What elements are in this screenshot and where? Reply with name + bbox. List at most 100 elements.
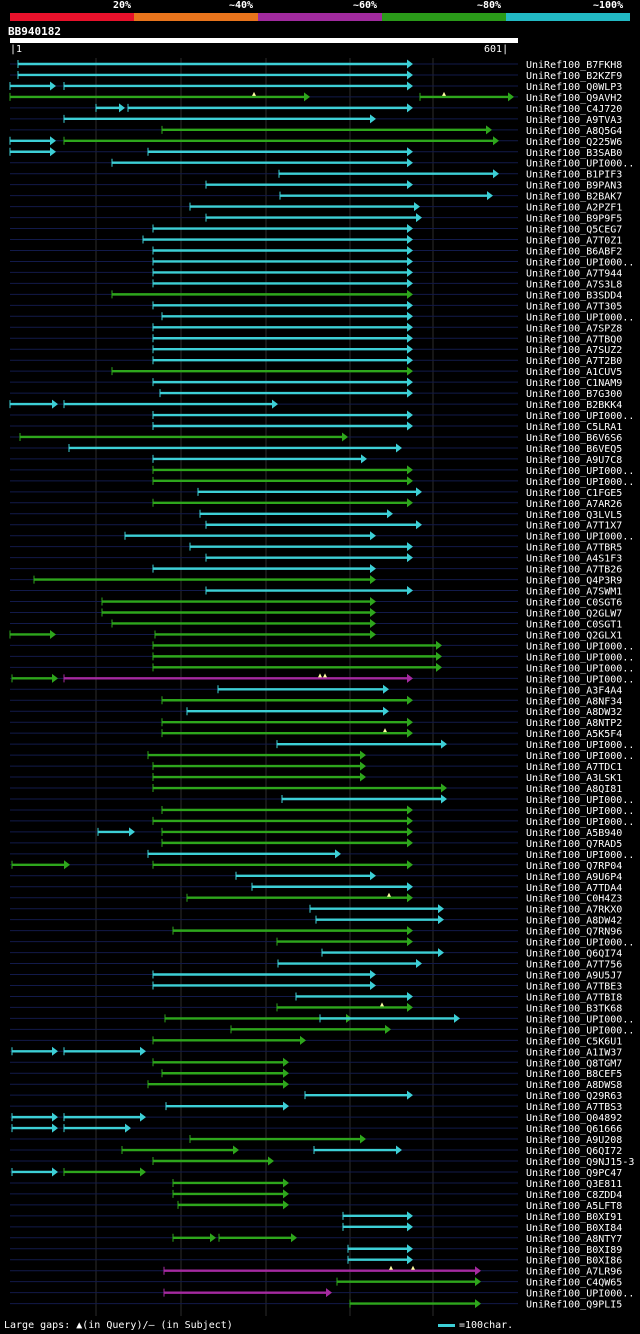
hit-row[interactable]: UniRef100_C0SGT1 xyxy=(10,618,622,631)
hit-row[interactable]: UniRef100_Q7RAD5 xyxy=(10,838,622,850)
hit-name[interactable]: UniRef100_A8NTY7 xyxy=(526,1234,622,1245)
hit-row[interactable]: UniRef100_A8NTP2 xyxy=(10,717,622,730)
hit-row[interactable]: UniRef100_A8DWS8 xyxy=(10,1079,622,1092)
hit-name[interactable]: UniRef100_A8DW32 xyxy=(526,707,622,718)
hit-name[interactable]: UniRef100_B1PIF3 xyxy=(526,170,622,181)
hit-name[interactable]: UniRef100_A7T756 xyxy=(526,960,622,971)
hit-name[interactable]: UniRef100_C5K6U1 xyxy=(526,1036,622,1047)
hit-name[interactable]: UniRef100_UPI000.. xyxy=(526,806,634,817)
hit-row[interactable]: UniRef100_C1NAM9 xyxy=(10,377,622,390)
hit-name[interactable]: UniRef100_B0XI86 xyxy=(526,1256,622,1267)
hit-name[interactable]: UniRef100_A8DW42 xyxy=(526,916,622,927)
hit-row[interactable]: UniRef100_A8DW32 xyxy=(10,706,622,719)
hit-name[interactable]: UniRef100_A9U7C8 xyxy=(526,455,622,466)
hit-name[interactable]: UniRef100_A3LSK1 xyxy=(526,773,622,784)
hit-name[interactable]: UniRef100_A7TB26 xyxy=(526,565,622,576)
hit-name[interactable]: UniRef100_B0XI89 xyxy=(526,1245,622,1256)
hit-name[interactable]: UniRef100_Q3LVL5 xyxy=(526,510,622,521)
hit-name[interactable]: UniRef100_UPI000.. xyxy=(526,641,634,652)
hit-row[interactable]: UniRef100_B6ABF2 xyxy=(10,245,622,257)
hit-row[interactable]: UniRef100_B6VEQ5 xyxy=(10,443,622,455)
hit-name[interactable]: UniRef100_A8QI81 xyxy=(526,784,622,795)
hit-row[interactable]: UniRef100_A7TBR5 xyxy=(10,542,622,554)
hit-name[interactable]: UniRef100_B3SAB0 xyxy=(526,148,622,159)
hit-name[interactable]: UniRef100_A4S1F3 xyxy=(526,554,622,565)
hit-row[interactable]: UniRef100_A9U7C8 xyxy=(10,454,622,466)
hit-name[interactable]: UniRef100_A9TVA3 xyxy=(526,115,622,126)
hit-name[interactable]: UniRef100_B7G300 xyxy=(526,389,622,400)
hit-row[interactable]: UniRef100_C8ZDD4 xyxy=(10,1189,622,1201)
hit-name[interactable]: UniRef100_Q9NJ15-3 xyxy=(526,1157,634,1168)
hit-row[interactable]: UniRef100_Q2GLW7 xyxy=(10,608,622,620)
hit-name[interactable]: UniRef100_A7LR96 xyxy=(526,1267,622,1278)
hit-name[interactable]: UniRef100_UPI000.. xyxy=(526,159,634,170)
hit-name[interactable]: UniRef100_UPI000.. xyxy=(526,740,634,751)
hit-row[interactable]: UniRef100_Q9NJ15-3 xyxy=(10,1156,634,1169)
hit-row[interactable]: UniRef100_UPI000.. xyxy=(10,673,634,685)
hit-row[interactable]: UniRef100_UPI000.. xyxy=(10,640,634,653)
hit-row[interactable]: UniRef100_UPI000.. xyxy=(10,158,634,170)
hit-row[interactable]: UniRef100_C5LRA1 xyxy=(10,421,622,434)
hit-name[interactable]: UniRef100_A7AR26 xyxy=(526,499,622,510)
hit-row[interactable]: UniRef100_A9TVA3 xyxy=(10,114,622,126)
hit-name[interactable]: UniRef100_UPI000.. xyxy=(526,938,634,949)
hit-row[interactable]: UniRef100_A7AR26 xyxy=(10,498,622,510)
hit-name[interactable]: UniRef100_UPI000.. xyxy=(526,466,634,477)
hit-row[interactable]: UniRef100_UPI000.. xyxy=(10,651,634,664)
hit-row[interactable]: UniRef100_A7T0Z1 xyxy=(10,235,622,247)
hit-row[interactable]: UniRef100_UPI000.. xyxy=(10,1288,634,1300)
hit-name[interactable]: UniRef100_B0XI91 xyxy=(526,1212,622,1223)
hit-name[interactable]: UniRef100_Q7RP04 xyxy=(526,861,622,872)
hit-name[interactable]: UniRef100_A8DWS8 xyxy=(526,1080,622,1091)
hit-row[interactable]: UniRef100_UPI000.. xyxy=(10,256,634,269)
hit-row[interactable]: UniRef100_B7G300 xyxy=(10,388,622,401)
hit-name[interactable]: UniRef100_UPI000.. xyxy=(526,411,634,422)
hit-name[interactable]: UniRef100_UPI000.. xyxy=(526,1025,634,1036)
hit-name[interactable]: UniRef100_A7SWM1 xyxy=(526,587,622,598)
hit-row[interactable]: UniRef100_Q9AVH2 xyxy=(9,91,622,104)
hit-name[interactable]: UniRef100_Q2GLW7 xyxy=(526,609,622,620)
hit-row[interactable]: UniRef100_A2PZF1 xyxy=(10,202,622,214)
hit-name[interactable]: UniRef100_A7T305 xyxy=(526,301,622,312)
hit-row[interactable]: UniRef100_UPI000.. xyxy=(10,531,634,543)
hit-name[interactable]: UniRef100_UPI000.. xyxy=(526,257,634,268)
hit-name[interactable]: UniRef100_A1CUV5 xyxy=(526,367,622,378)
hit-row[interactable]: UniRef100_B8CEF5 xyxy=(10,1068,622,1081)
hit-row[interactable]: UniRef100_A7T1X7 xyxy=(10,520,622,532)
hit-row[interactable]: UniRef100_A9U6P4 xyxy=(10,871,622,883)
hit-row[interactable]: UniRef100_A7RKX0 xyxy=(10,904,622,916)
hit-name[interactable]: UniRef100_A2PZF1 xyxy=(526,203,622,214)
hit-row[interactable]: UniRef100_A7TBS3 xyxy=(10,1101,622,1114)
hit-row[interactable]: UniRef100_UPI000.. xyxy=(10,1013,634,1026)
hit-row[interactable]: UniRef100_UPI000.. xyxy=(10,750,634,763)
hit-row[interactable]: UniRef100_B0XI89 xyxy=(10,1244,622,1256)
hit-row[interactable]: UniRef100_A8DW42 xyxy=(10,915,622,927)
hit-name[interactable]: UniRef100_B3TK68 xyxy=(526,1003,622,1014)
hit-row[interactable]: UniRef100_A8NTY7 xyxy=(10,1233,622,1245)
hit-row[interactable]: UniRef100_C4J720 xyxy=(10,103,622,115)
hit-name[interactable]: UniRef100_Q04892 xyxy=(526,1113,622,1124)
hit-row[interactable]: UniRef100_B9P9F5 xyxy=(10,213,622,225)
hit-row[interactable]: UniRef100_A7LR96 xyxy=(10,1265,622,1278)
hit-name[interactable]: UniRef100_A1IW37 xyxy=(526,1047,622,1058)
hit-row[interactable]: UniRef100_Q5CEG7 xyxy=(10,224,622,236)
hit-row[interactable]: UniRef100_Q225W6 xyxy=(9,136,622,148)
hit-name[interactable]: UniRef100_A5K5F4 xyxy=(526,729,622,740)
hit-row[interactable]: UniRef100_A7T305 xyxy=(10,300,622,313)
hit-name[interactable]: UniRef100_A7TBI8 xyxy=(526,992,622,1003)
hit-name[interactable]: UniRef100_A5LFT8 xyxy=(526,1201,622,1212)
hit-name[interactable]: UniRef100_A3F4A4 xyxy=(526,685,622,696)
hit-name[interactable]: UniRef100_B8CEF5 xyxy=(526,1069,622,1080)
hit-name[interactable]: UniRef100_UPI000.. xyxy=(526,532,634,543)
hit-name[interactable]: UniRef100_UPI000.. xyxy=(526,1289,634,1300)
hit-row[interactable]: UniRef100_A7T944 xyxy=(10,267,622,280)
hit-row[interactable]: UniRef100_Q29R63 xyxy=(10,1090,622,1103)
hit-row[interactable]: UniRef100_Q7RN96 xyxy=(10,926,622,938)
hit-name[interactable]: UniRef100_A8NTP2 xyxy=(526,718,622,729)
hit-row[interactable]: UniRef100_UPI000.. xyxy=(10,849,634,861)
hit-name[interactable]: UniRef100_B6ABF2 xyxy=(526,246,622,257)
hit-name[interactable]: UniRef100_UPI000.. xyxy=(526,751,634,762)
hit-name[interactable]: UniRef100_C4QW65 xyxy=(526,1278,622,1289)
hit-row[interactable]: UniRef100_A7TDA4 xyxy=(10,882,622,894)
hit-name[interactable]: UniRef100_C8ZDD4 xyxy=(526,1190,622,1201)
